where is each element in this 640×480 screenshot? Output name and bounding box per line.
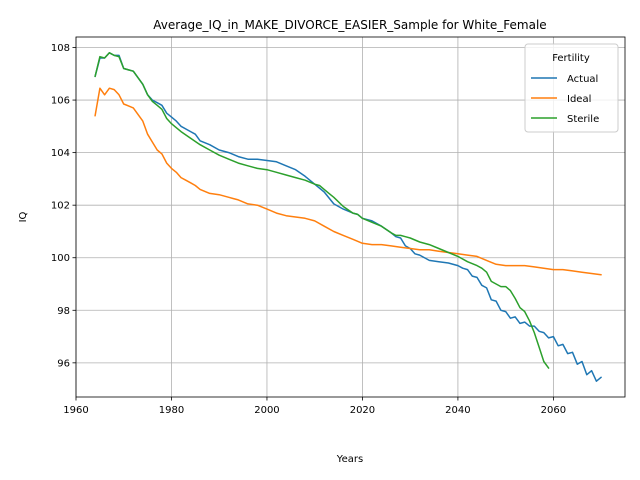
series-lines [94,52,602,382]
legend-title: Fertility [552,53,590,64]
legend-label-actual: Actual [567,74,598,85]
y-tick-label: 98 [57,306,70,317]
legend-box [524,43,619,133]
y-tick-label: 96 [57,358,70,369]
series-line-sterile [94,52,550,369]
legend-label-ideal: Ideal [567,94,591,105]
series-line-ideal [94,87,602,276]
grid-lines [75,37,625,397]
y-tick-label: 106 [51,96,70,107]
y-tick-label: 100 [51,253,70,264]
y-tick-label: 108 [51,43,70,54]
legend-entries: Actual Ideal Sterile [531,74,599,125]
chart-title: Average_IQ_in_MAKE_DIVORCE_EASIER_Sample… [153,18,546,32]
legend: Fertility Actual Ideal Sterile [524,43,619,133]
x-tick-label: 2040 [445,405,470,416]
y-tick-label: 102 [51,201,70,212]
y-tick-label: 104 [51,148,70,159]
axis-ticks: 1960 1980 2000 2020 2040 2060 96 98 100 102 104 106… [51,43,566,416]
x-tick-label: 2060 [541,405,566,416]
x-tick-label: 2020 [350,405,375,416]
x-tick-label: 2000 [254,405,279,416]
y-axis-title: IQ [18,211,29,222]
x-tick-label: 1980 [159,405,184,416]
x-tick-label: 1960 [63,405,88,416]
x-axis-title: Years [336,454,363,465]
legend-label-sterile: Sterile [567,114,599,125]
plot-area-frame [75,36,626,398]
